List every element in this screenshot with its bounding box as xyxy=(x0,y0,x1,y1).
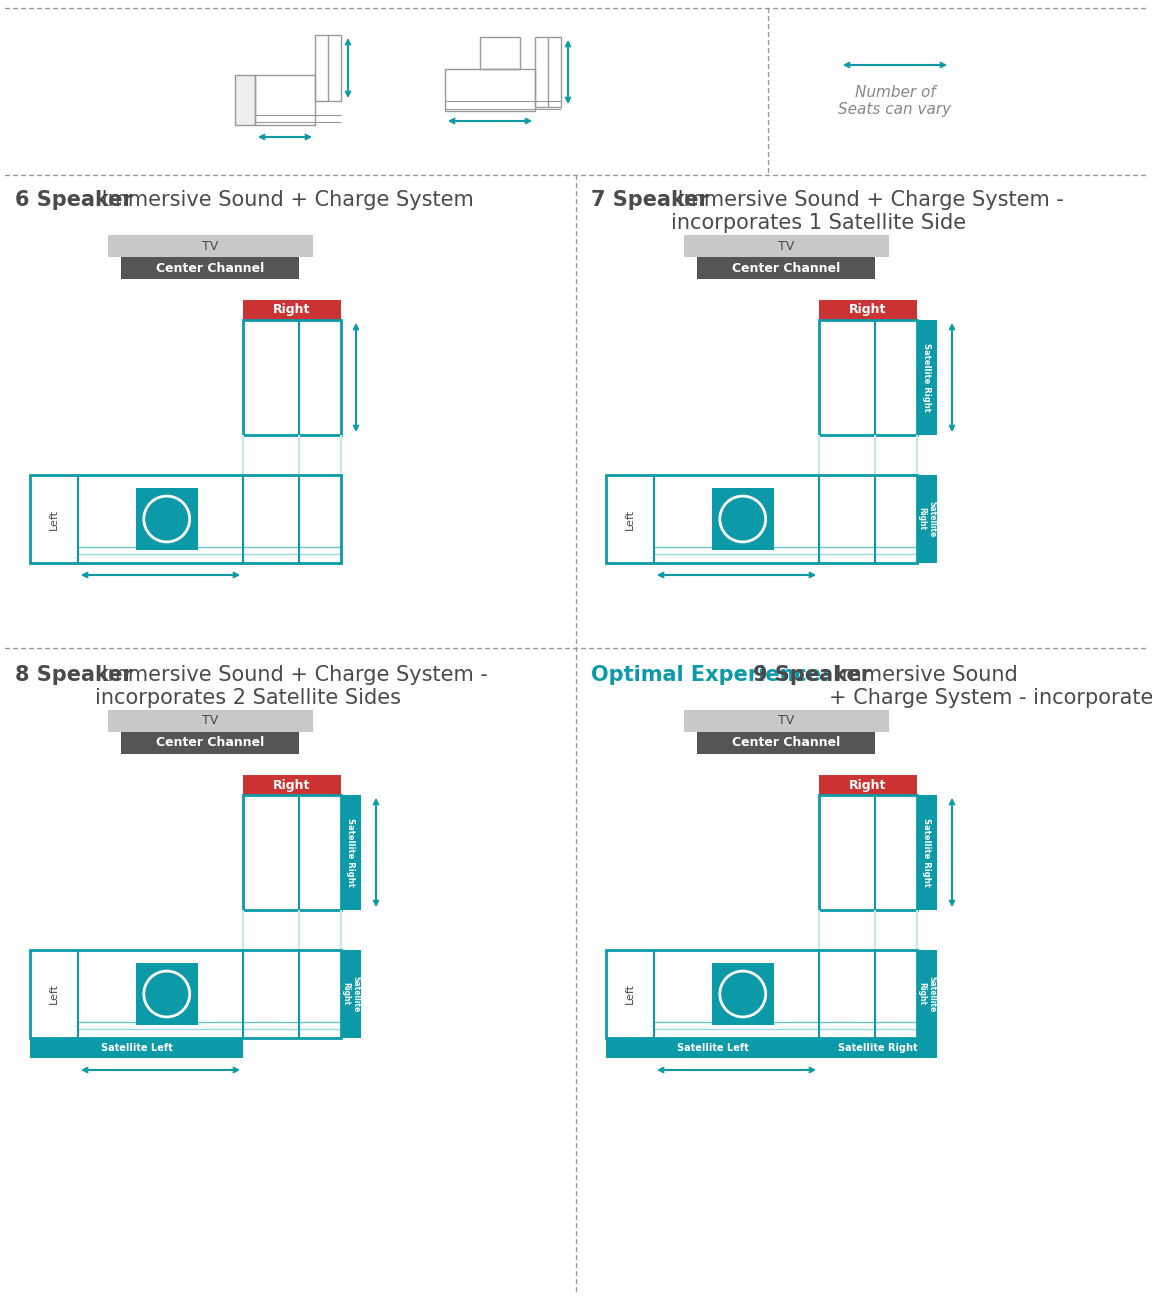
Text: Immersive Sound + Charge System: Immersive Sound + Charge System xyxy=(94,190,473,210)
Bar xyxy=(917,321,937,435)
Text: Right: Right xyxy=(849,779,887,792)
Text: Satellite
Right: Satellite Right xyxy=(341,976,361,1012)
Bar xyxy=(819,321,917,435)
Text: Right: Right xyxy=(273,304,311,317)
Bar xyxy=(819,1038,937,1058)
Text: TV: TV xyxy=(202,714,218,727)
Bar xyxy=(445,69,535,112)
Bar xyxy=(121,257,300,279)
Bar xyxy=(30,475,341,563)
Bar xyxy=(341,950,361,1038)
Bar xyxy=(107,235,312,257)
Text: Right: Right xyxy=(273,779,311,792)
Text: Right: Right xyxy=(849,304,887,317)
Text: Center Channel: Center Channel xyxy=(732,261,840,274)
Bar xyxy=(819,300,917,321)
Bar xyxy=(480,38,520,69)
Text: Left: Left xyxy=(626,509,635,530)
Bar xyxy=(136,963,198,1025)
Text: Satellite Left: Satellite Left xyxy=(100,1044,173,1053)
Bar xyxy=(243,321,341,435)
Bar xyxy=(243,300,341,321)
Bar xyxy=(697,257,876,279)
Bar xyxy=(30,1038,243,1058)
Text: TV: TV xyxy=(202,240,218,253)
Text: Satellite Right: Satellite Right xyxy=(923,343,932,411)
Bar xyxy=(917,950,937,1038)
Bar xyxy=(243,775,341,794)
Bar xyxy=(136,488,198,550)
Bar xyxy=(606,950,917,1038)
Bar xyxy=(819,775,917,794)
Text: Left: Left xyxy=(50,984,59,1005)
Text: 9 Speaker: 9 Speaker xyxy=(753,665,871,685)
Bar xyxy=(535,38,561,106)
Text: Immersive Sound + Charge System -
incorporates 1 Satellite Side: Immersive Sound + Charge System - incorp… xyxy=(670,190,1064,234)
Text: Satellite Right: Satellite Right xyxy=(923,818,932,887)
Text: Satellite Right: Satellite Right xyxy=(347,818,356,887)
Text: Number of
Seats can vary: Number of Seats can vary xyxy=(839,84,952,117)
Bar xyxy=(697,732,876,754)
Text: Immersive Sound
+ Charge System - incorporates 3 Satellite Sides: Immersive Sound + Charge System - incorp… xyxy=(829,665,1152,709)
Text: Satellite
Right: Satellite Right xyxy=(917,976,937,1012)
Bar xyxy=(243,794,341,910)
Text: Center Channel: Center Channel xyxy=(732,736,840,749)
Bar xyxy=(121,732,300,754)
Bar xyxy=(712,963,774,1025)
Bar xyxy=(255,75,314,125)
Text: Satellite Right: Satellite Right xyxy=(839,1044,918,1053)
Bar xyxy=(712,488,774,550)
Bar xyxy=(30,950,341,1038)
Text: TV: TV xyxy=(778,240,794,253)
Bar xyxy=(917,475,937,563)
Text: Center Channel: Center Channel xyxy=(156,736,264,749)
Bar xyxy=(683,235,888,257)
Bar xyxy=(107,710,312,732)
Text: Optimal Experience:: Optimal Experience: xyxy=(591,665,836,685)
Bar xyxy=(683,710,888,732)
Text: 6 Speaker: 6 Speaker xyxy=(15,190,132,210)
Text: 7 Speaker: 7 Speaker xyxy=(591,190,708,210)
Text: TV: TV xyxy=(778,714,794,727)
Bar xyxy=(341,794,361,910)
Bar xyxy=(606,1038,819,1058)
Bar xyxy=(606,475,917,563)
Text: Center Channel: Center Channel xyxy=(156,261,264,274)
Text: Satellite
Right: Satellite Right xyxy=(917,501,937,537)
Text: Left: Left xyxy=(626,984,635,1005)
Text: Left: Left xyxy=(50,509,59,530)
Text: Immersive Sound + Charge System -
incorporates 2 Satellite Sides: Immersive Sound + Charge System - incorp… xyxy=(94,665,488,709)
Bar xyxy=(314,35,341,101)
Text: Satellite Left: Satellite Left xyxy=(676,1044,749,1053)
Bar xyxy=(917,794,937,910)
Bar xyxy=(819,794,917,910)
Text: 8 Speaker: 8 Speaker xyxy=(15,665,132,685)
Bar xyxy=(235,75,255,125)
